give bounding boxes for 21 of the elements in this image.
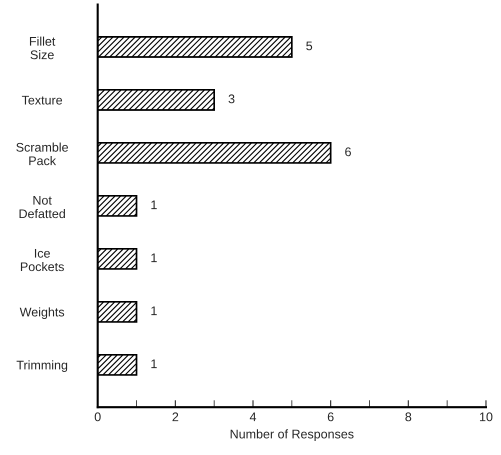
y-tick-label: Trimming: [16, 360, 68, 372]
data-label: 1: [151, 200, 157, 210]
y-tick-label: Ice Pockets: [20, 248, 64, 272]
data-label: 5: [306, 42, 312, 50]
y-tick-label: Weights: [20, 307, 64, 319]
y-tick-label: Texture: [22, 96, 62, 105]
data-label: 6: [345, 147, 351, 156]
data-label: 1: [151, 254, 157, 262]
x-tick-label: 6: [328, 412, 334, 422]
y-tick-label: Fillet Size: [30, 36, 56, 60]
x-tick-label: 10: [480, 412, 492, 422]
y-tick-label: Not Defatted: [20, 196, 65, 218]
data-label: 1: [151, 306, 157, 316]
x-tick-label: 2: [172, 412, 178, 422]
data-label: 1: [151, 359, 157, 368]
x-tick-label: 4: [250, 412, 256, 422]
data-label: 3: [228, 94, 234, 104]
x-tick-label: 8: [405, 412, 412, 422]
x-tick-label: 0: [94, 412, 101, 422]
y-tick-label: Scramble Pack: [16, 142, 68, 166]
x-axis-title: Number of Responses: [230, 429, 354, 441]
